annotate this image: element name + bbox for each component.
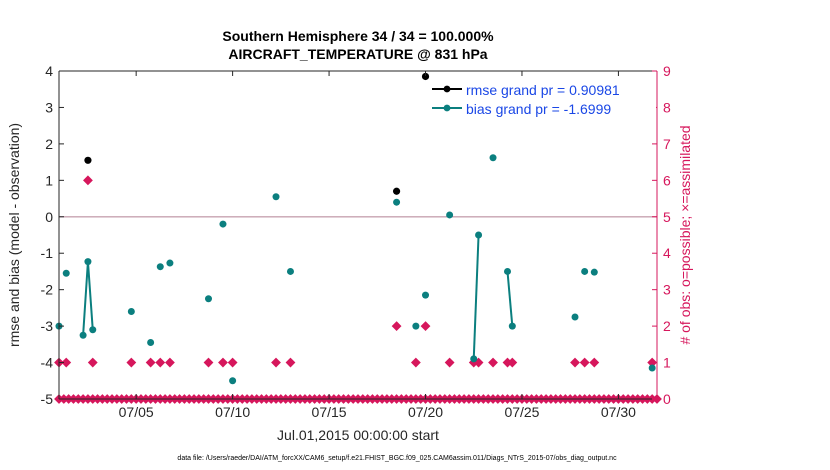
obs-assimilated-marker	[155, 357, 166, 368]
y-tick-label: -1	[41, 245, 54, 261]
legend-bias-marker	[443, 104, 451, 112]
bias-line	[472, 234, 480, 359]
y2-axis-label: # of obs: o=possible; ×=assimilated	[677, 125, 693, 344]
y2-tick-label: 4	[663, 245, 671, 261]
x-tick-label: 07/25	[504, 404, 539, 420]
y-tick-label: -5	[41, 391, 54, 407]
bias-point	[489, 154, 497, 162]
obs-assimilated-marker	[285, 357, 296, 368]
bias-point	[446, 211, 454, 219]
y2-tick-label: 6	[663, 172, 671, 188]
bias-point	[571, 313, 579, 321]
bias-point	[475, 231, 483, 239]
bias-point	[229, 377, 237, 385]
bias-point	[79, 331, 87, 339]
bias-point	[504, 267, 511, 275]
chart-title: Southern Hemisphere 34 / 34 = 100.000%	[222, 28, 494, 44]
obs-assimilated-marker	[570, 357, 580, 368]
obs-assimilated-marker	[271, 357, 281, 368]
bias-point	[648, 364, 656, 372]
obs-assimilated-marker	[126, 357, 137, 368]
bias-point	[147, 339, 155, 347]
bias-point	[422, 291, 430, 299]
bias-point	[89, 326, 97, 334]
obs-assimilated-marker	[83, 175, 93, 186]
rmse-point	[84, 156, 92, 164]
bias-point	[286, 267, 294, 275]
obs-assimilated-marker	[203, 357, 214, 368]
bias-point	[219, 220, 227, 228]
obs-assimilated-marker	[579, 357, 590, 368]
obs-assimilated-marker	[507, 357, 518, 368]
obs-assimilated-marker	[488, 357, 498, 368]
legend-box	[428, 79, 656, 117]
bias-point	[393, 198, 401, 206]
y-tick-label: -2	[41, 282, 54, 298]
y-tick-label: 3	[45, 99, 53, 115]
obs-assimilated-marker	[87, 357, 98, 368]
obs-assimilated-marker	[218, 357, 228, 368]
obs-assimilated-marker	[589, 357, 600, 368]
obs-assimilated-marker	[145, 357, 156, 368]
rmse-point	[392, 187, 401, 195]
bias-point	[62, 269, 70, 277]
y2-tick-label: 5	[663, 209, 671, 225]
obs-assimilated-marker	[391, 321, 402, 332]
y2-tick-label: 7	[663, 136, 671, 152]
y-tick-label: 2	[45, 136, 53, 152]
x-tick-label: 07/20	[408, 404, 443, 420]
bias-point	[272, 193, 280, 201]
y2-tick-label: 1	[663, 355, 671, 371]
bias-point	[156, 263, 164, 271]
y2-tick-label: 8	[663, 99, 671, 115]
bias-point	[508, 322, 516, 330]
plot-background	[59, 71, 657, 399]
x-tick-label: 07/30	[601, 404, 636, 420]
bias-point	[590, 268, 598, 276]
legend: rmse grand pr = 0.90981 bias grand pr = …	[428, 79, 656, 117]
obs-assimilated-marker	[410, 357, 421, 368]
obs-assimilated-marker	[61, 357, 72, 368]
rmse-series-layer	[84, 72, 430, 195]
bias-point	[581, 267, 589, 275]
bias-point	[470, 355, 478, 363]
y-tick-label: -4	[41, 355, 54, 371]
legend-bias-label: bias grand pr = -1.6999	[466, 101, 611, 117]
obs-assimilated-marker	[444, 357, 455, 368]
bias-point	[166, 259, 174, 267]
y2-tick-label: 3	[663, 282, 671, 298]
y-axis-label: rmse and bias (model - observation)	[6, 123, 22, 347]
bias-point	[84, 258, 92, 266]
y-tick-label: -3	[41, 318, 54, 334]
y-tick-label: 4	[45, 63, 53, 79]
obs-assimilated-marker	[420, 321, 431, 332]
x-tick-label: 07/05	[119, 404, 154, 420]
obs-assimilated-marker	[165, 357, 175, 368]
legend-rmse-label: rmse grand pr = 0.90981	[466, 82, 620, 98]
y2-tick-label: 2	[663, 318, 671, 334]
plot-area	[59, 71, 657, 399]
y-tick-label: 1	[45, 172, 53, 188]
x-tick-label: 07/10	[215, 404, 250, 420]
x-axis-label: Jul.01,2015 00:00:00 start	[277, 427, 439, 443]
legend-rmse-marker	[443, 85, 451, 93]
bias-line	[506, 271, 514, 327]
bias-point	[205, 295, 212, 303]
bias-point	[412, 322, 420, 330]
x-tick-label: 07/15	[312, 404, 347, 420]
footer-data-file: data file: /Users/raeder/DAI/ATM_forcXX/…	[177, 455, 617, 462]
y2-tick-label: 0	[663, 391, 671, 407]
y2-tick-label: 9	[663, 63, 671, 79]
chart-subtitle: AIRCRAFT_TEMPERATURE @ 831 hPa	[228, 46, 487, 62]
y-tick-label: 0	[45, 209, 53, 225]
bias-point	[127, 308, 135, 316]
obs-assimilated-marker	[227, 357, 238, 368]
rmse-point	[421, 72, 430, 81]
tick-layer: -5 -4 -3 -2 -1 0 1 2 3 4 0 1 2 3 4 5 6 7 8 9 07/05 07/10 07/15…	[41, 63, 671, 420]
bias-series-layer	[55, 154, 656, 385]
